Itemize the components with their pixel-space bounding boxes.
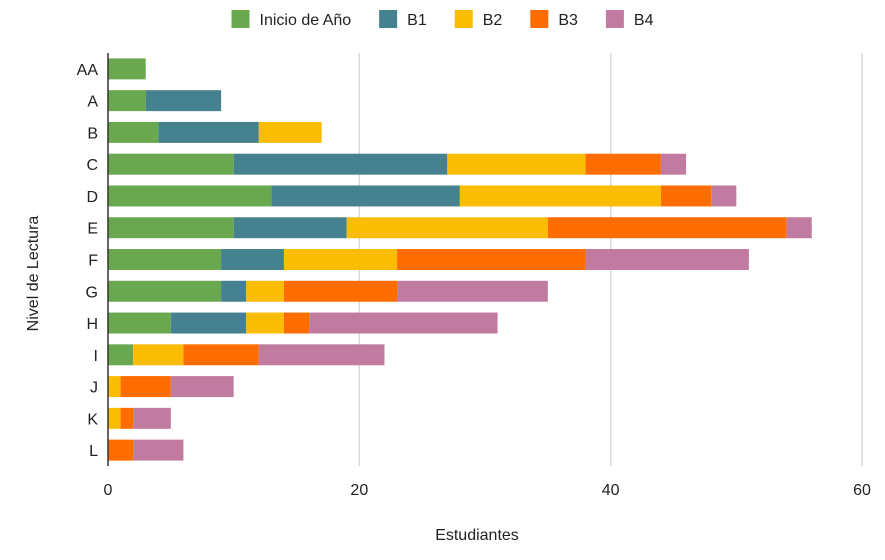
- bar-a-series-0: [108, 90, 146, 112]
- bar-j-series-2: [108, 376, 121, 398]
- bar-j-series-4: [170, 376, 234, 398]
- bar-k-series-3: [120, 407, 134, 429]
- y-tick-label: D: [86, 189, 98, 206]
- bar-c-series-1: [233, 153, 448, 175]
- legend-swatch-1: [379, 10, 398, 28]
- bar-g-series-1: [221, 280, 247, 302]
- bar-i-series-2: [133, 344, 184, 366]
- bar-f-series-0: [108, 249, 222, 270]
- y-tick-label: E: [87, 221, 98, 238]
- bar-h-series-3: [283, 312, 310, 334]
- y-tick-label: B: [87, 125, 98, 142]
- bar-e-series-4: [786, 217, 812, 239]
- legend-label-1: B1: [407, 12, 427, 29]
- y-axis-title: Nivel de Lectura: [25, 216, 42, 332]
- bar-k-series-4: [133, 407, 171, 429]
- legend-swatch-4: [605, 10, 624, 28]
- bar-g-series-3: [283, 280, 398, 302]
- bar-d-series-2: [459, 185, 661, 207]
- legend-swatch-0: [231, 10, 250, 28]
- bar-h-series-0: [108, 312, 171, 334]
- x-tick-label: 0: [104, 482, 113, 499]
- y-tick-label: J: [90, 380, 98, 397]
- bar-i-series-0: [108, 344, 134, 366]
- legend-label-0: Inicio de Año: [260, 12, 352, 29]
- bar-d-series-1: [271, 185, 460, 207]
- bar-a-series-1: [145, 90, 222, 112]
- bar-j-series-3: [120, 376, 171, 398]
- x-tick-label: 60: [853, 482, 871, 499]
- x-axis-ticks: 0 20 40 60: [104, 482, 871, 499]
- bar-l-series-3: [108, 439, 134, 461]
- bar-d-series-4: [711, 185, 737, 207]
- bar-d-series-0: [108, 185, 272, 207]
- y-tick-label: G: [86, 284, 98, 301]
- bar-f-series-2: [283, 249, 398, 270]
- y-tick-label: I: [94, 348, 98, 365]
- bar-g-series-0: [108, 280, 222, 302]
- y-tick-label: A: [87, 94, 98, 111]
- bars: [108, 58, 812, 461]
- legend-swatch-2: [454, 10, 473, 28]
- bar-c-series-2: [447, 153, 586, 175]
- legend-label-4: B4: [634, 12, 654, 29]
- bar-h-series-1: [170, 312, 247, 334]
- legend-label-3: B3: [558, 12, 578, 29]
- y-tick-label: F: [88, 253, 98, 270]
- bar-e-series-3: [547, 217, 787, 239]
- bar-c-series-4: [660, 153, 687, 175]
- bar-f-series-4: [585, 249, 749, 270]
- bar-c-series-3: [585, 153, 661, 175]
- bar-c-series-0: [108, 153, 234, 175]
- y-tick-label: H: [86, 316, 98, 333]
- bar-d-series-3: [660, 185, 712, 207]
- y-tick-label: C: [86, 157, 98, 174]
- bar-g-series-2: [246, 280, 284, 302]
- bar-h-series-4: [309, 312, 498, 334]
- bar-e-series-1: [233, 217, 347, 239]
- bar-e-series-0: [108, 217, 234, 239]
- x-tick-label: 20: [350, 482, 368, 499]
- y-tick-label: L: [89, 443, 98, 460]
- bar-g-series-4: [397, 280, 548, 302]
- bar-aa-series-0: [108, 58, 146, 80]
- bar-h-series-2: [246, 312, 284, 334]
- bar-k-series-2: [108, 407, 121, 429]
- legend-label-2: B2: [483, 12, 503, 29]
- bar-i-series-4: [258, 344, 385, 366]
- y-tick-label: K: [87, 411, 98, 428]
- bar-f-series-1: [221, 249, 284, 270]
- y-tick-label: AA: [77, 62, 99, 79]
- x-tick-label: 40: [602, 482, 620, 499]
- bar-l-series-4: [133, 439, 184, 461]
- legend-swatch-3: [530, 10, 549, 28]
- bar-b-series-1: [158, 121, 259, 143]
- bar-b-series-2: [258, 121, 322, 143]
- bar-b-series-0: [108, 121, 159, 143]
- x-axis-title: Estudiantes: [435, 527, 519, 544]
- legend: Inicio de Año B1 B2 B3 B4: [231, 10, 654, 29]
- bar-f-series-3: [397, 249, 586, 270]
- bar-i-series-3: [183, 344, 259, 366]
- bar-e-series-2: [346, 217, 548, 239]
